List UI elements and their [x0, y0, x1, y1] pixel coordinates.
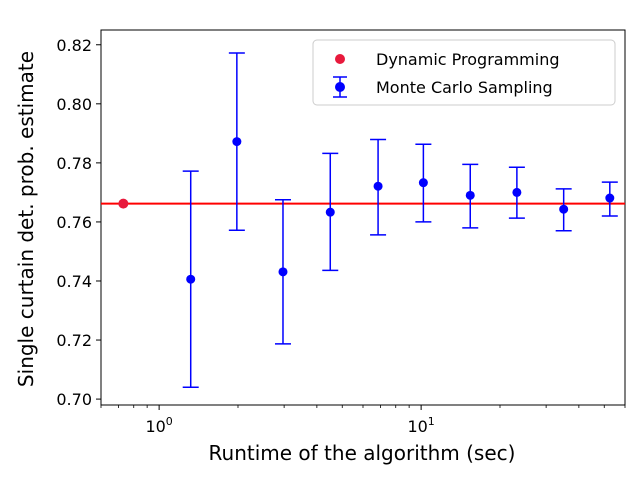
monte-carlo-point — [278, 267, 288, 277]
x-tick-label: 101 — [407, 415, 434, 436]
x-axis: 100 101 — [100, 405, 626, 436]
legend-marker-monte-carlo — [335, 82, 345, 92]
y-axis-label: Single curtain det. prob. estimate — [14, 51, 38, 387]
monte-carlo-point — [512, 187, 522, 197]
monte-carlo-point — [418, 178, 428, 188]
y-tick-label: 0.78 — [56, 154, 92, 173]
y-tick-label: 0.72 — [56, 331, 92, 350]
x-axis-label: Runtime of the algorithm (sec) — [209, 441, 516, 465]
legend-label-monte-carlo-sampling: Monte Carlo Sampling — [376, 78, 553, 97]
monte-carlo-point — [559, 204, 569, 214]
y-tick-label: 0.70 — [56, 390, 92, 409]
legend-frame — [312, 39, 616, 106]
monte-carlo-point — [186, 274, 196, 284]
monte-carlo-point — [232, 137, 242, 147]
y-tick-label: 0.82 — [56, 36, 92, 55]
y-tick-label: 0.76 — [56, 213, 92, 232]
y-tick-label: 0.80 — [56, 95, 92, 114]
dynamic-programming-point — [118, 198, 129, 209]
y-axis: 0.70 0.72 0.74 0.76 0.78 0.80 0.82 — [56, 36, 101, 409]
x-tick-label: 100 — [145, 415, 172, 436]
monte-carlo-point — [325, 207, 335, 217]
legend: Dynamic Programming Monte Carlo Sampling — [312, 39, 616, 106]
monte-carlo-point — [373, 181, 383, 191]
legend-marker-dynamic-programming — [335, 54, 345, 64]
legend-label-dynamic-programming: Dynamic Programming — [376, 50, 559, 69]
y-tick-label: 0.74 — [56, 272, 92, 291]
monte-carlo-point — [605, 193, 615, 203]
monte-carlo-point — [465, 190, 475, 200]
